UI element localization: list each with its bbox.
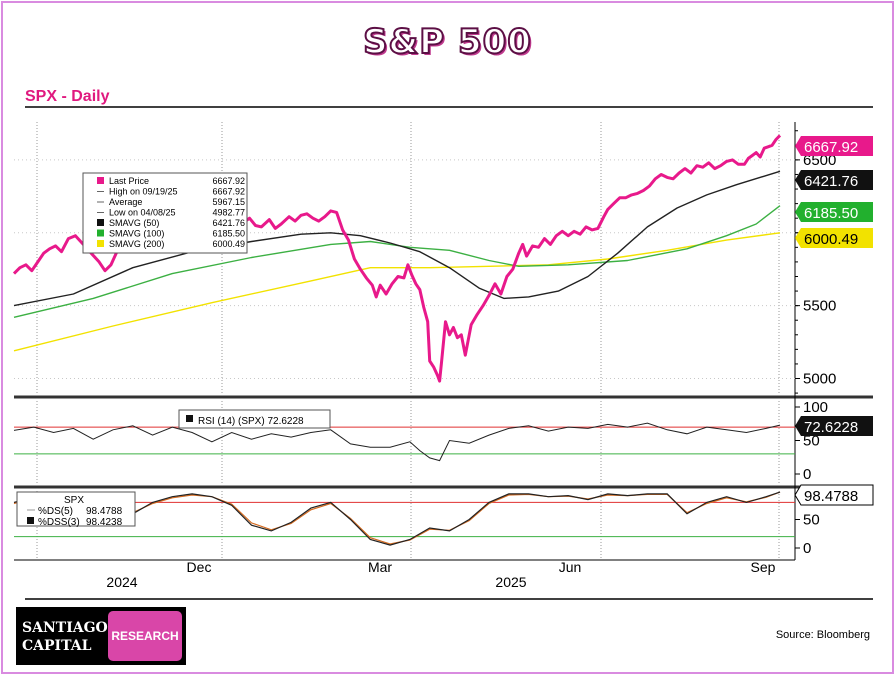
logo-research-badge: RESEARCH — [108, 611, 182, 661]
tag-sma50-box — [795, 170, 873, 190]
legend-label: High on 09/19/25 — [109, 187, 178, 197]
dss-legend-label: %DS(5) — [38, 506, 73, 517]
y-tick-label: 5000 — [803, 371, 836, 388]
x-year-label: 2024 — [106, 574, 137, 590]
legend-value: 5967.15 — [212, 197, 245, 207]
legend-swatch — [97, 219, 104, 226]
logo-line-1: SANTIAGO — [22, 620, 108, 636]
tag-dss-text: 98.4788 — [804, 488, 858, 505]
tag-last-price: 6667.92 — [795, 136, 873, 156]
tag-sma100: 6185.50 — [795, 202, 873, 222]
tag-sma200: 6000.49 — [795, 228, 873, 248]
y-tick-label: 6500 — [803, 152, 836, 169]
dss-legend-value: 98.4788 — [86, 506, 123, 517]
tag-last-price-text: 6667.92 — [804, 139, 858, 156]
legend-value: 6000.49 — [212, 239, 245, 249]
legend-label: SMAVG (200) — [109, 239, 164, 249]
chart-subtitle: SPX - Daily — [25, 88, 110, 105]
tag-rsi-box — [795, 416, 873, 436]
legend-swatch — [97, 229, 104, 237]
tag-sma200-text: 6000.49 — [804, 231, 858, 248]
dss-legend-box — [16, 491, 136, 527]
x-tick-label: Jun — [559, 559, 582, 575]
tag-sma100-box — [795, 202, 873, 222]
dss-legend-title: SPX — [64, 495, 84, 506]
dss-tick-label: 50 — [803, 512, 820, 529]
page-title: S&P 500 — [362, 21, 532, 63]
dss-legend-value: 98.4238 — [86, 517, 123, 528]
x-tick-label: Dec — [187, 559, 212, 575]
legend-label: SMAVG (100) — [109, 229, 164, 239]
tag-sma100-text: 6185.50 — [804, 205, 858, 222]
rsi-tick-label: 50 — [803, 433, 820, 450]
y-tick-label: 5500 — [803, 298, 836, 315]
tag-rsi-text: 72.6228 — [804, 419, 858, 436]
rsi-tick-label: 100 — [803, 399, 828, 416]
legend-swatch — [97, 177, 104, 184]
legend-label: Low on 04/08/25 — [109, 208, 176, 218]
legend-value: 6667.92 — [212, 187, 245, 197]
series-line-sma200 — [13, 232, 781, 352]
tag-sma200-box — [795, 228, 873, 248]
dss-tick-label: 0 — [803, 540, 811, 557]
x-tick-label: Mar — [368, 559, 392, 575]
rsi-legend-swatch — [186, 415, 193, 422]
x-tick-label: Sep — [751, 559, 776, 575]
legend-value: 6667.92 — [212, 176, 245, 186]
tag-rsi: 72.6228 — [795, 416, 873, 436]
legend-label: Average — [109, 197, 142, 207]
tag-dss-box — [794, 484, 874, 506]
legend-value: 4982.77 — [212, 208, 245, 218]
legend-swatch — [97, 240, 104, 247]
legend-value: 6421.76 — [212, 218, 245, 228]
series-line-price — [12, 134, 782, 383]
tag-last-price-box — [795, 136, 873, 156]
rsi-legend-label: RSI (14) (SPX) 72.6228 — [198, 416, 304, 427]
legend-label: Last Price — [109, 176, 149, 186]
tag-sma50-text: 6421.76 — [804, 173, 858, 190]
tag-dss: 98.4788 — [794, 484, 874, 506]
dss-line-ds — [13, 491, 781, 546]
source-note: Source: Bloomberg — [775, 629, 870, 641]
legend-value: 6185.50 — [212, 229, 245, 239]
tag-sma50: 6421.76 — [795, 170, 873, 190]
series-line-sma100 — [13, 205, 781, 318]
rsi-legend-box — [178, 409, 331, 429]
rsi-tick-label: 0 — [803, 466, 811, 483]
dss-legend-label: %DSS(3) — [38, 517, 80, 528]
x-year-label: 2025 — [495, 574, 526, 590]
legend-label: SMAVG (50) — [109, 218, 159, 228]
santiago-capital-logo: SANTIAGO CAPITAL RESEARCH — [16, 607, 186, 665]
legend-box — [82, 172, 248, 254]
dss-legend-swatch — [27, 517, 34, 524]
logo-line-2: CAPITAL — [22, 638, 92, 654]
rsi-line — [13, 422, 781, 462]
